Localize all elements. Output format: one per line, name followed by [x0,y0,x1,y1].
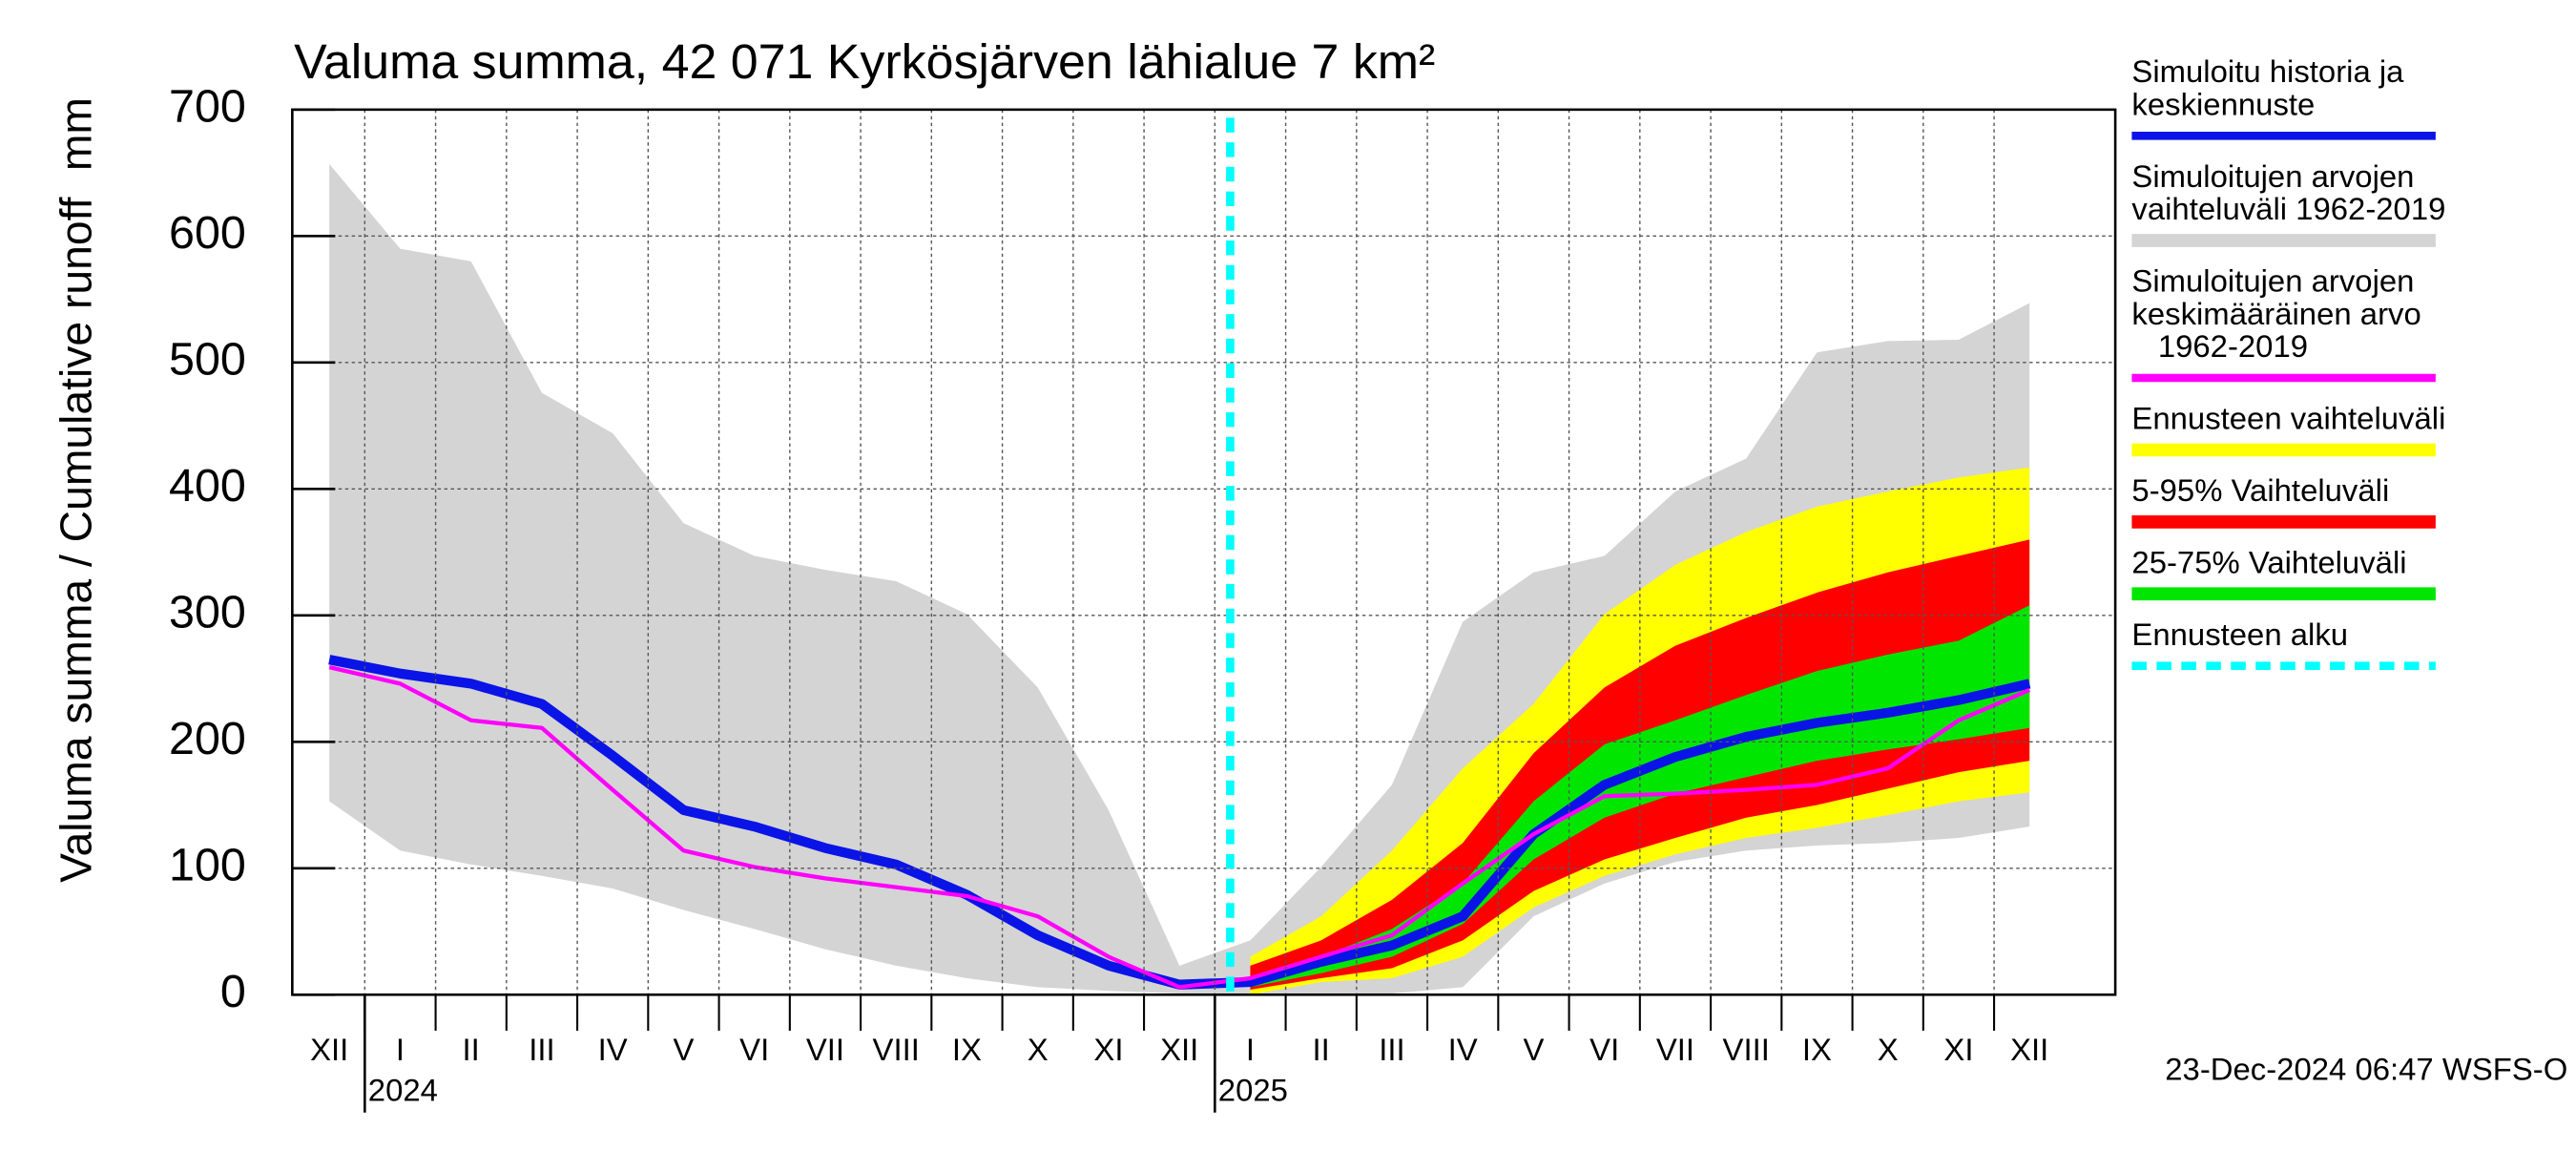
x-tick-label: XII [2010,1032,2048,1067]
plot-frame [291,108,2117,996]
x-tick-label: I [396,1032,405,1067]
y-tick-label: 0 [220,966,246,1017]
x-tick-label: XI [1093,1032,1123,1067]
x-tick-label: X [1878,1032,1899,1067]
x-tick-label: VI [739,1032,769,1067]
y-axis-label: Valuma summa / Cumulative runoff [51,197,100,883]
x-tick-label: IX [1802,1032,1832,1067]
x-tick-label: I [1246,1032,1255,1067]
x-tick-label: VII [1656,1032,1694,1067]
legend-label: 25-75% Vaihteluväli [2131,544,2406,579]
x-tick-label: III [1379,1032,1404,1067]
x-tick-label: V [1523,1032,1544,1067]
legend-label: Simuloitujen arvojen keskimääräinen arvo … [2131,262,2420,363]
chart-title: Valuma summa, 42 071 Kyrkösjärven lähial… [294,33,1435,89]
x-tick-label: II [1313,1032,1330,1067]
y-tick-label: 300 [169,587,246,638]
x-tick-label: XI [1943,1032,1973,1067]
series-line [328,655,2031,990]
x-tick-label: II [463,1032,480,1067]
x-tick-label: VIII [1723,1032,1770,1067]
y-tick-label: 200 [169,713,246,764]
y-tick-label: 600 [169,207,246,259]
y-tick-label: 500 [169,334,246,386]
x-tick-label: VIII [873,1032,920,1067]
y-tick-label: 700 [169,81,246,133]
legend-label: Simuloitujen arvojen vaihteluväli 1962-20… [2131,158,2445,226]
x-tick-label: IX [952,1032,982,1067]
legend-label: Simuloitu historia ja keskiennuste [2131,53,2404,121]
y-axis-unit: mm [51,97,100,171]
x-tick-label: XII [310,1032,348,1067]
x-tick-label: X [1028,1032,1049,1067]
x-tick-label: VI [1589,1032,1619,1067]
legend-label: Ennusteen vaihteluväli [2131,400,2445,435]
x-tick-label: VII [806,1032,844,1067]
y-tick-label: 400 [169,460,246,512]
legend-label: 5-95% Vaihteluväli [2131,472,2389,508]
year-label: 2025 [1218,1073,1288,1108]
x-tick-label: XII [1160,1032,1198,1067]
series-line [328,665,2031,990]
x-tick-label: IV [598,1032,628,1067]
plot [328,163,2031,995]
x-tick-label: III [529,1032,554,1067]
x-tick-label: IV [1448,1032,1478,1067]
x-tick-label: V [673,1032,694,1067]
y-tick-label: 100 [169,840,246,891]
year-label: 2024 [368,1073,438,1108]
timestamp: 23-Dec-2024 06:47 WSFS-O [2165,1052,2567,1087]
legend-label: Ennusteen alku [2131,617,2348,652]
